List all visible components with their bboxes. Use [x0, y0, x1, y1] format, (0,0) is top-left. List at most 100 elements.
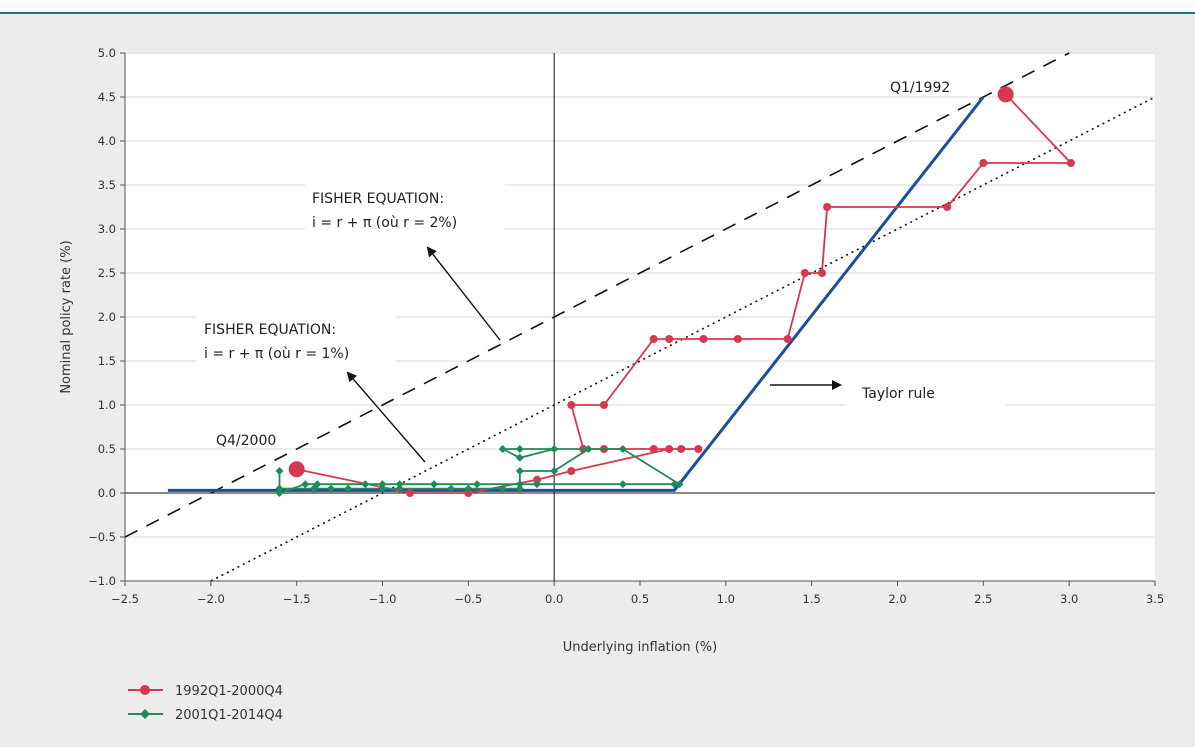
- legend-label-2001: 2001Q1-2014Q4: [175, 708, 283, 723]
- data-point: [301, 480, 310, 489]
- data-point: [943, 203, 952, 211]
- data-point: [378, 480, 387, 489]
- data-point: [800, 269, 809, 277]
- data-point: [733, 335, 742, 343]
- data-point: [823, 203, 832, 211]
- data-point: [515, 480, 524, 489]
- x-tick-label: 0.0: [545, 592, 563, 606]
- y-tick-label: 1.5: [98, 354, 116, 368]
- data-point: [665, 335, 674, 343]
- x-tick-label: −0.5: [454, 592, 482, 606]
- legend-label-1992: 1992Q1-2000Q4: [175, 684, 283, 699]
- x-tick-label: −2.0: [197, 592, 225, 606]
- x-axis-title: Underlying inflation (%): [563, 640, 717, 655]
- y-tick-label: 2.0: [98, 310, 116, 324]
- highlight-point: [997, 86, 1014, 103]
- data-point: [677, 445, 686, 453]
- data-point: [275, 489, 284, 497]
- fisher-r2-line: [124, 52, 1070, 538]
- data-point: [275, 484, 284, 493]
- data-point: [979, 159, 988, 167]
- data-point: [464, 489, 473, 497]
- taylor-label: Taylor rule: [861, 386, 935, 402]
- fisher2-label-line2: i = r + π (où r = 2%): [312, 215, 457, 231]
- taylor-rule-line: [167, 96, 985, 492]
- data-point: [515, 453, 524, 462]
- x-tick-label: 1.0: [717, 592, 735, 606]
- data-point: [515, 467, 524, 475]
- data-point: [275, 467, 284, 475]
- data-point: [395, 480, 404, 489]
- annotation-q1-1992: Q1/1992: [890, 80, 950, 96]
- legend: 1992Q1-2000Q4 2001Q1-2014Q4: [128, 684, 283, 723]
- data-point: [447, 484, 456, 493]
- x-tick-label: −2.5: [111, 592, 139, 606]
- data-point: [327, 484, 335, 493]
- data-point: [472, 480, 481, 489]
- fisher1-label-line2: i = r + π (où r = 1%): [204, 346, 349, 362]
- data-point: [618, 480, 627, 489]
- data-point: [599, 401, 608, 409]
- fisher2-label-line1: FISHER EQUATION:: [312, 191, 444, 207]
- y-tick-label: 5.0: [98, 46, 116, 60]
- legend-marker-1992: [140, 685, 150, 695]
- y-tick-label: 0.0: [98, 486, 116, 500]
- data-point: [309, 484, 318, 493]
- data-point: [550, 467, 559, 475]
- data-point: [567, 401, 576, 409]
- x-tick-label: 3.0: [1060, 592, 1078, 606]
- data-point: [649, 335, 658, 343]
- data-point: [694, 445, 703, 453]
- x-tick-label: −1.5: [283, 592, 311, 606]
- data-point: [361, 480, 370, 489]
- data-point: [498, 445, 507, 453]
- highlight-point: [288, 461, 305, 478]
- data-point: [430, 480, 438, 489]
- data-point: [515, 484, 524, 493]
- data-point: [498, 484, 507, 493]
- taylor-label-bg: [845, 375, 1005, 409]
- annotation-q4-2000: Q4/2000: [216, 433, 276, 449]
- data-point: [1066, 159, 1075, 167]
- x-tick-label: 2.5: [974, 592, 992, 606]
- data-point: [395, 484, 404, 493]
- data-point: [670, 480, 679, 489]
- data-point: [533, 480, 541, 489]
- y-tick-label: 3.5: [98, 178, 116, 192]
- y-tick-label: −0.5: [88, 530, 116, 544]
- x-tick-label: −1.0: [369, 592, 397, 606]
- y-tick-label: 2.5: [98, 266, 116, 280]
- y-tick-label: 3.0: [98, 222, 116, 236]
- y-tick-label: 1.0: [98, 398, 116, 412]
- y-tick-label: 4.0: [98, 134, 116, 148]
- top-rule: [0, 0, 1195, 14]
- data-point: [464, 484, 473, 493]
- data-point: [649, 445, 658, 453]
- x-tick-label: 0.5: [631, 592, 649, 606]
- x-tick-label: 2.0: [888, 592, 906, 606]
- data-point: [550, 445, 559, 453]
- y-tick-label: 4.5: [98, 90, 116, 104]
- y-tick-label: −1.0: [88, 574, 116, 588]
- y-axis-title: Nominal policy rate (%): [59, 240, 74, 393]
- fisher2-arrow: [426, 246, 501, 341]
- fisher1-label-line1: FISHER EQUATION:: [204, 322, 336, 338]
- y-tick-label: 0.5: [98, 442, 116, 456]
- x-tick-label: 1.5: [803, 592, 821, 606]
- data-point: [533, 475, 541, 484]
- tick-labels: 5.0 4.5 4.0 3.5 3.0 2.5 2.0 1.5 1.0 0.5 0.0 −0.5 −1.…: [88, 46, 1164, 606]
- data-point: [618, 445, 627, 453]
- data-point: [675, 480, 684, 489]
- fisher1-label-bg: [196, 316, 396, 366]
- reference-lines: [124, 52, 1156, 582]
- data-point: [817, 269, 826, 277]
- fisher1-arrow: [346, 371, 426, 463]
- data-point: [567, 467, 576, 475]
- data-point: [405, 489, 414, 497]
- data-point: [665, 445, 674, 453]
- series: [275, 86, 1075, 497]
- data-point: [783, 335, 792, 343]
- fisher2-label-bg: [305, 183, 505, 233]
